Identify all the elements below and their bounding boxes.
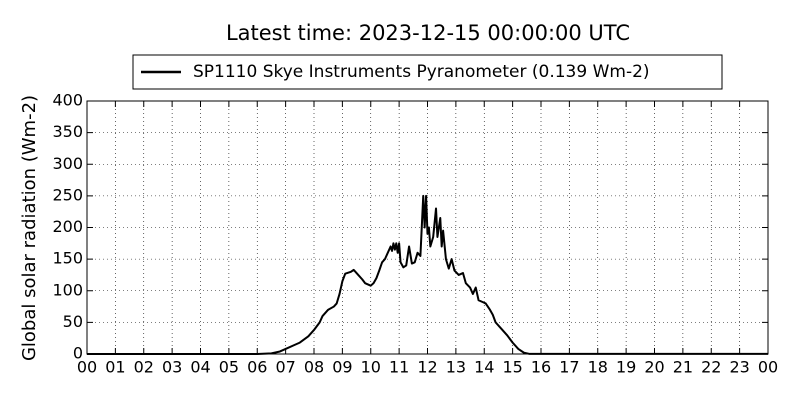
x-tick-label: 20 xyxy=(644,358,664,377)
y-tick-label: 300 xyxy=(52,154,83,173)
data-line xyxy=(87,194,768,355)
x-tick-label: 01 xyxy=(105,358,125,377)
x-tick-label: 07 xyxy=(275,358,295,377)
plot-frame xyxy=(86,100,769,355)
x-tick-label: 06 xyxy=(247,358,267,377)
x-tick-label: 18 xyxy=(588,358,608,377)
x-tick-label: 02 xyxy=(134,358,154,377)
x-tick-label: 22 xyxy=(701,358,721,377)
y-tick-label: 100 xyxy=(52,280,83,299)
y-tick-label: 150 xyxy=(52,249,83,268)
x-tick-label: 13 xyxy=(446,358,466,377)
x-tick-label: 03 xyxy=(162,358,182,377)
y-tick-label: 50 xyxy=(63,312,83,331)
x-tick-label: 14 xyxy=(474,358,494,377)
x-tick-label: 23 xyxy=(729,358,749,377)
x-tick-label: 17 xyxy=(559,358,579,377)
x-tick-label: 16 xyxy=(531,358,551,377)
x-tick-label: 21 xyxy=(673,358,693,377)
y-tick-label: 0 xyxy=(73,344,83,363)
y-tick-label: 350 xyxy=(52,122,83,141)
y-tick-label: 250 xyxy=(52,185,83,204)
y-tick-label: 400 xyxy=(52,91,83,110)
legend-label: SP1110 Skye Instruments Pyranometer (0.1… xyxy=(193,62,650,82)
x-tick-label: 12 xyxy=(417,358,437,377)
x-tick-label: 04 xyxy=(190,358,210,377)
legend-box xyxy=(132,54,723,90)
x-tick-label: 15 xyxy=(502,358,522,377)
y-tick-label: 200 xyxy=(52,217,83,236)
chart-title: Latest time: 2023-12-15 00:00:00 UTC xyxy=(226,21,630,45)
x-tick-label: 00 xyxy=(77,358,97,377)
x-tick-label: 09 xyxy=(332,358,352,377)
x-tick-label: 00 xyxy=(758,358,778,377)
y-axis-label: Global solar radiation (Wm-2) xyxy=(19,95,40,361)
x-tick-label: 05 xyxy=(219,358,239,377)
x-tick-label: 08 xyxy=(304,358,324,377)
x-tick-label: 10 xyxy=(361,358,381,377)
x-tick-label: 11 xyxy=(389,358,409,377)
x-tick-label: 19 xyxy=(616,358,636,377)
